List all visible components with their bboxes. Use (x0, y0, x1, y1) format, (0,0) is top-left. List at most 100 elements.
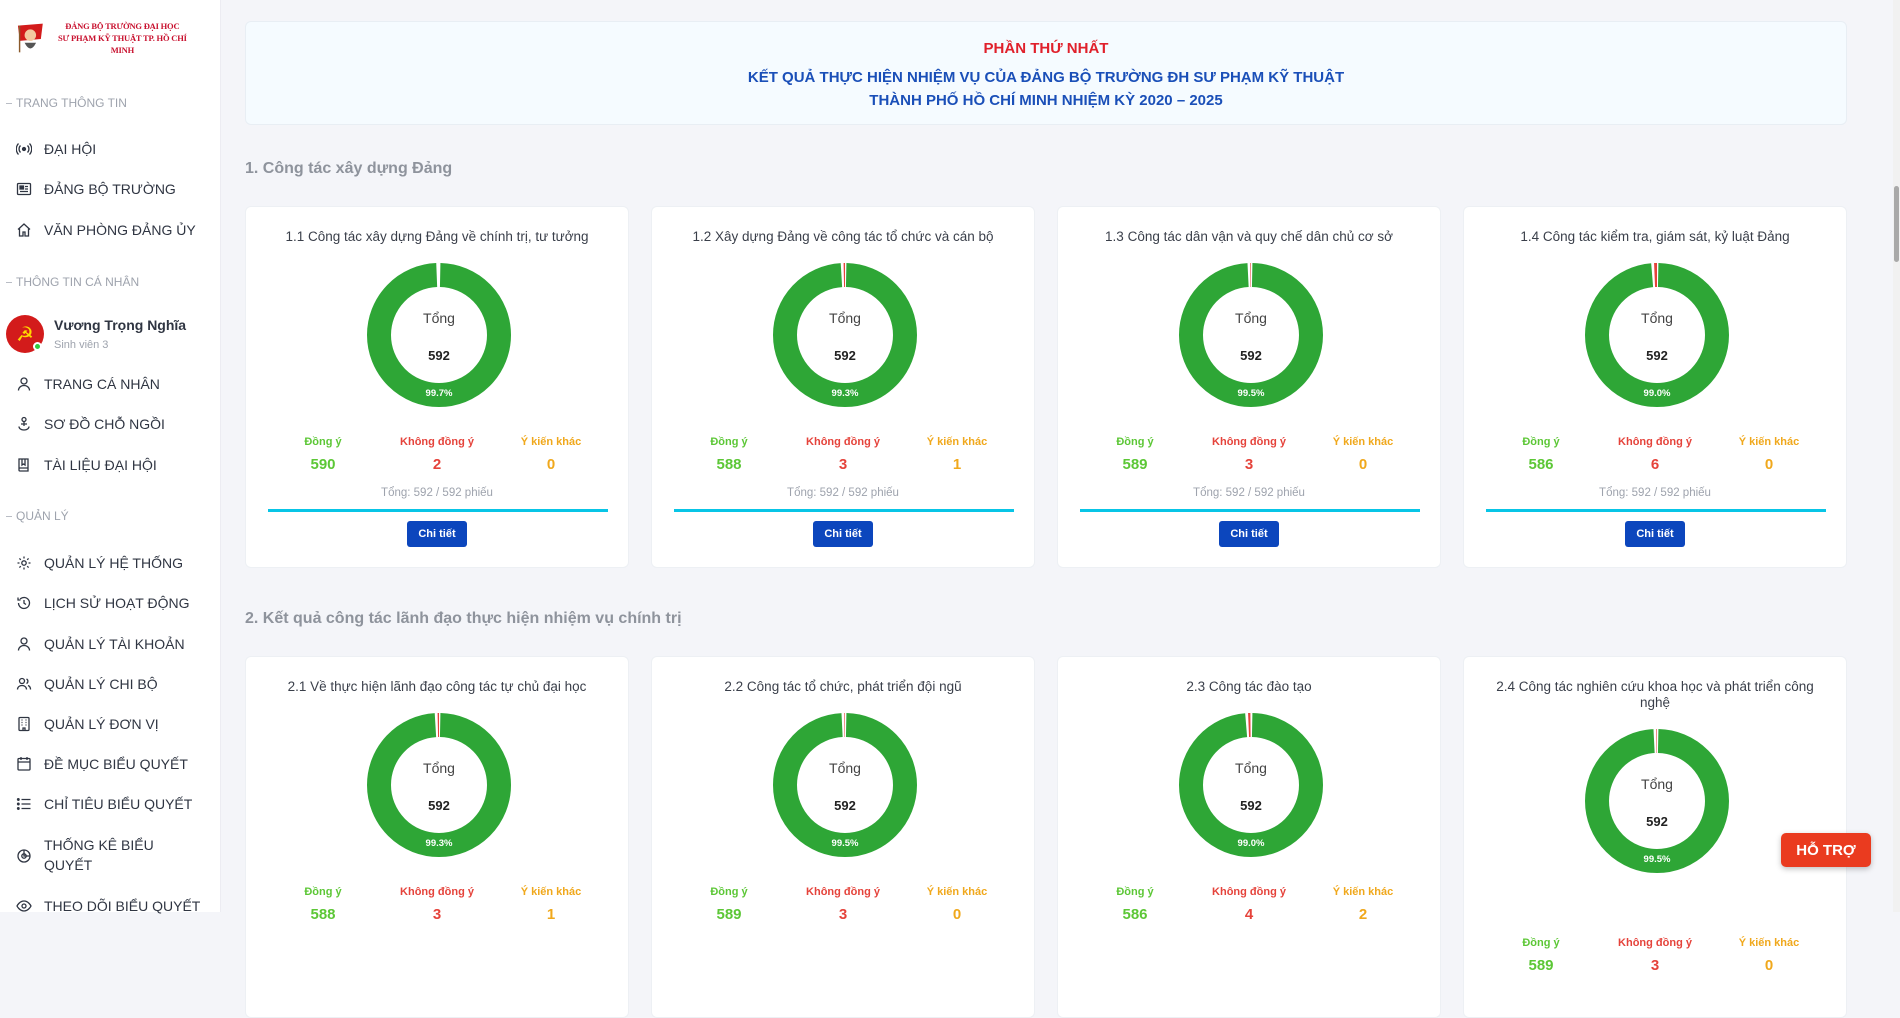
disagree-count: 3 (1650, 957, 1660, 974)
agree-stat: Đồng ý 589 (1080, 436, 1190, 473)
vote-card: 2.3 Công tác đào tạo Tổng 592 99.0% Đồng… (1057, 656, 1441, 1018)
sidebar-item-trang-ca-nhan[interactable]: TRANG CÁ NHÂN (16, 374, 216, 394)
other-stat: Ý kiến khác 1 (902, 436, 1012, 473)
card-title: 1.2 Xây dựng Đảng về công tác tổ chức và… (692, 229, 994, 244)
eye-icon (16, 900, 32, 912)
card-title: 1.3 Công tác dân vận và quy chế dân chủ … (1105, 229, 1393, 244)
donut-total-label: Tổng (423, 310, 455, 326)
vote-stats: Đồng ý 588 Không đồng ý 3 Ý kiến khác 1 (652, 436, 1034, 473)
disagree-count: 3 (432, 906, 442, 923)
disagree-stat: Không đồng ý 3 (788, 886, 898, 923)
agree-label: Đồng ý (1522, 436, 1560, 448)
sidebar-item-quan-ly-he-thong[interactable]: QUẢN LÝ HỆ THỐNG (16, 553, 216, 573)
detail-button[interactable]: Chi tiết (1219, 521, 1279, 547)
other-count: 2 (1358, 906, 1368, 923)
sidebar-item-quan-ly-tai-khoan[interactable]: QUẢN LÝ TÀI KHOẢN (16, 634, 216, 654)
vote-stats: Đồng ý 586 Không đồng ý 4 Ý kiến khác 2 (1058, 886, 1440, 923)
sidebar-item-tai-lieu[interactable]: TÀI LIỆU ĐẠI HỘI (16, 455, 216, 475)
sidebar-item-so-do-cho-ngoi[interactable]: SƠ ĐỒ CHỖ NGỒI (16, 414, 216, 434)
agree-arc (367, 713, 511, 857)
other-label: Ý kiến khác (520, 436, 582, 448)
agree-stat: Đồng ý 588 (674, 436, 784, 473)
scrollbar-thumb[interactable] (1894, 186, 1899, 262)
disagree-label: Không đồng ý (806, 436, 880, 448)
other-label: Ý kiến khác (520, 886, 582, 898)
agree-arc (1585, 729, 1729, 873)
user-icon (17, 637, 31, 651)
agree-label: Đồng ý (1116, 886, 1154, 898)
card-title: 1.1 Công tác xây dựng Đảng về chính trị,… (285, 229, 589, 244)
detail-button[interactable]: Chi tiết (407, 521, 467, 547)
vote-card: 1.3 Công tác dân vận và quy chế dân chủ … (1057, 206, 1441, 568)
card-title: 2.2 Công tác tổ chức, phát triển đội ngũ (724, 679, 962, 694)
disagree-count: 3 (1244, 456, 1254, 473)
agree-label: Đồng ý (710, 886, 748, 898)
disagree-label: Không đồng ý (1212, 886, 1286, 898)
disagree-stat: Không đồng ý 3 (1600, 937, 1710, 974)
other-count: 1 (952, 456, 962, 473)
user-name: Vương Trọng Nghĩa (54, 317, 187, 333)
sidebar-item-thong-ke[interactable]: THỐNG KÊ BIỂU QUYẾT (16, 835, 216, 875)
party-flag-icon (17, 23, 43, 53)
ballot-total: Tổng: 592 / 592 phiếu (1599, 487, 1711, 499)
disagree-arc (1179, 263, 1323, 407)
donut-total-label: Tổng (829, 760, 861, 776)
detail-button[interactable]: Chi tiết (813, 521, 873, 547)
sidebar-item-dang-bo-truong[interactable]: ĐẢNG BỘ TRƯỜNG (16, 179, 216, 199)
donut-total-label: Tổng (1641, 776, 1673, 792)
vote-card: 1.4 Công tác kiểm tra, giám sát, kỷ luật… (1463, 206, 1847, 568)
support-button[interactable]: HỖ TRỢ (1781, 833, 1871, 867)
chart-icon (17, 849, 31, 863)
sidebar-item-quan-ly-chi-bo[interactable]: QUẢN LÝ CHI BỘ (16, 674, 216, 694)
agree-count: 589 (1528, 957, 1554, 974)
vote-card: 1.2 Xây dựng Đảng về công tác tổ chức và… (651, 206, 1035, 568)
disagree-label: Không đồng ý (1212, 436, 1286, 448)
sidebar-item-quan-ly-don-vi[interactable]: QUẢN LÝ ĐƠN VỊ (16, 714, 216, 734)
agree-label: Đồng ý (710, 436, 748, 448)
building-icon (18, 716, 30, 732)
donut-percent: 99.3% (426, 838, 453, 849)
card-title: 1.4 Công tác kiểm tra, giám sát, kỷ luật… (1520, 229, 1790, 244)
donut-percent: 99.5% (1644, 854, 1671, 865)
user-profile[interactable]: ☭ Vương Trọng Nghĩa Sinh viên 3 (6, 315, 186, 353)
other-label: Ý kiến khác (1738, 937, 1800, 949)
sidebar-item-label: ĐẢNG BỘ TRƯỜNG (44, 181, 176, 197)
other-label: Ý kiến khác (926, 886, 988, 898)
page-scrollbar[interactable] (1893, 0, 1900, 912)
other-stat: Ý kiến khác 1 (496, 886, 606, 923)
vote-card: 2.2 Công tác tổ chức, phát triển đội ngũ… (651, 656, 1035, 1018)
home-icon (17, 223, 31, 237)
sidebar-item-van-phong[interactable]: VĂN PHÒNG ĐẢNG ỦY (16, 220, 216, 240)
donut-total-value: 592 (834, 348, 856, 363)
sidebar-item-theo-doi[interactable]: THEO DÕI BIỂU QUYẾT (16, 896, 216, 916)
sidebar-item-label: THỐNG KÊ BIỂU QUYẾT (44, 837, 154, 873)
vote-stats: Đồng ý 590 Không đồng ý 2 Ý kiến khác 0 (246, 436, 628, 473)
vote-donut-chart: Tổng 592 99.3% (773, 263, 917, 407)
sidebar-item-label: TRANG CÁ NHÂN (44, 376, 160, 392)
party-logo[interactable]: ĐẢNG BỘ TRƯỜNG ĐẠI HỌC SƯ PHẠM KỸ THUẬT … (16, 18, 196, 58)
sidebar-item-chi-tieu[interactable]: CHỈ TIÊU BIỂU QUYẾT (16, 794, 216, 814)
donut-total-value: 592 (1240, 348, 1262, 363)
history-icon (17, 596, 31, 610)
users-icon (16, 677, 32, 690)
sidebar-item-lich-su[interactable]: LỊCH SỬ HOẠT ĐỘNG (16, 593, 216, 613)
sidebar-item-label: QUẢN LÝ TÀI KHOẢN (44, 636, 185, 652)
disagree-arc (1585, 263, 1729, 407)
agree-arc (1179, 713, 1323, 857)
sidebar-item-dai-hoi[interactable]: ĐẠI HỘI (16, 139, 216, 159)
disagree-arc (1585, 729, 1729, 873)
sidebar-item-label: CHỈ TIÊU BIỂU QUYẾT (44, 796, 193, 812)
vote-donut-chart: Tổng 592 99.0% (1179, 713, 1323, 857)
sidebar-item-label: LỊCH SỬ HOẠT ĐỘNG (44, 595, 190, 611)
section-label-info: TRANG THÔNG TIN (16, 96, 127, 110)
donut-total-value: 592 (1240, 798, 1262, 813)
sidebar: ĐẢNG BỘ TRƯỜNG ĐẠI HỌC SƯ PHẠM KỸ THUẬT … (0, 0, 221, 914)
card-title: 2.4 Công tác nghiên cứu khoa học và phát… (1496, 679, 1814, 710)
seat-icon (18, 416, 30, 431)
sidebar-item-label: QUẢN LÝ HỆ THỐNG (44, 555, 183, 571)
other-stat: Ý kiến khác 0 (1714, 937, 1824, 974)
agree-label: Đồng ý (304, 436, 342, 448)
detail-button[interactable]: Chi tiết (1625, 521, 1685, 547)
sidebar-item-de-muc[interactable]: ĐỀ MỤC BIỂU QUYẾT (16, 754, 216, 774)
part-title: PHẦN THỨ NHẤT (983, 40, 1109, 57)
